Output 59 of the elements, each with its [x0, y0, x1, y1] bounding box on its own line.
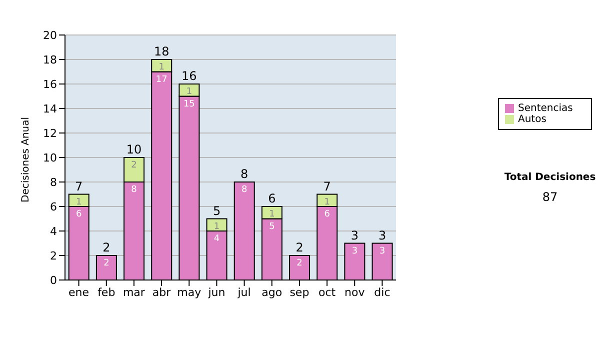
- data-label: 1: [76, 197, 82, 208]
- data-label: 2: [131, 160, 137, 170]
- data-label: 2: [296, 258, 302, 268]
- y-tick-label: 6: [50, 200, 57, 214]
- data-label: 6: [324, 210, 330, 220]
- x-tick-label: sep: [290, 286, 310, 299]
- total-label: 16: [182, 69, 197, 83]
- y-axis-title: Decisiones Anual: [20, 116, 32, 202]
- total-label: 2: [102, 240, 110, 254]
- data-label: 8: [131, 185, 138, 195]
- data-label: 3: [379, 246, 386, 256]
- x-tick-label: feb: [98, 286, 116, 299]
- y-tick-label: 18: [43, 53, 57, 66]
- x-tick-label: mar: [122, 286, 146, 299]
- y-tick-label: 2: [50, 249, 57, 262]
- data-label: 1: [324, 197, 330, 208]
- total-label: 5: [212, 204, 221, 218]
- x-tick-label: abr: [152, 286, 172, 299]
- data-label: 1: [186, 87, 192, 97]
- text: 87: [541, 190, 559, 204]
- y-tick-label: 8: [50, 176, 57, 189]
- data-label: 5: [269, 222, 275, 232]
- total-label: 3: [378, 228, 386, 242]
- data-label: 15: [183, 99, 195, 110]
- y-tick-label: 0: [50, 274, 57, 287]
- y-tick-label: 4: [50, 224, 57, 238]
- data-label: 1: [158, 62, 164, 72]
- data-label: 3: [352, 246, 358, 256]
- total-label: 8: [240, 167, 248, 181]
- x-tick-label: jun: [207, 286, 226, 299]
- text: Total Decisiones: [503, 172, 597, 183]
- data-label: 8: [241, 185, 248, 195]
- total-label: 3: [350, 228, 359, 242]
- data-label: 1: [214, 222, 220, 232]
- total-label: 7: [323, 179, 331, 194]
- y-tick-label: 16: [43, 78, 57, 91]
- y-tick-label: 12: [43, 126, 57, 140]
- y-tick-label: 10: [43, 151, 57, 164]
- x-tick-label: may: [177, 286, 202, 299]
- y-tick-label: 14: [43, 102, 57, 116]
- total-label: 7: [75, 179, 83, 194]
- x-tick-label: ene: [68, 286, 90, 299]
- total-label: 10: [126, 142, 142, 156]
- legend-label: Autos: [518, 114, 546, 125]
- data-label: 2: [104, 258, 110, 268]
- data-label: 17: [156, 74, 168, 85]
- x-tick-label: oct: [318, 286, 336, 299]
- total-label: 18: [154, 44, 170, 58]
- data-label: 6: [76, 210, 82, 220]
- x-tick-label: jul: [236, 286, 251, 299]
- total-label: 6: [268, 192, 276, 206]
- total-label: 2: [296, 240, 304, 254]
- y-tick-label: 20: [43, 28, 57, 42]
- legend-label: Sentencias: [518, 103, 573, 114]
- x-tick-label: nov: [344, 286, 366, 299]
- data-label: 1: [269, 210, 275, 220]
- data-label: 4: [214, 234, 220, 244]
- x-tick-label: dic: [374, 286, 390, 299]
- x-tick-label: ago: [262, 286, 282, 299]
